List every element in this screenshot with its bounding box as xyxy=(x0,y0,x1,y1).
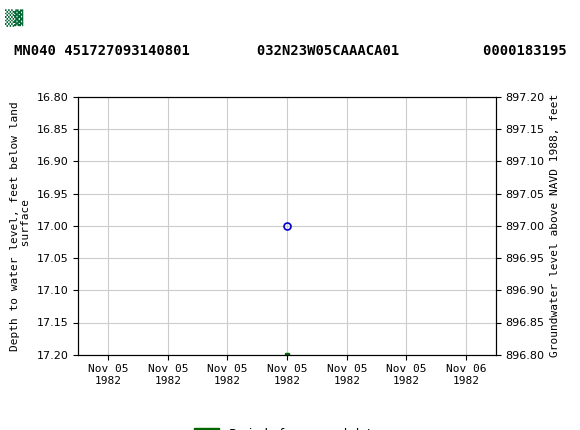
Text: USGS: USGS xyxy=(44,9,99,27)
Y-axis label: Depth to water level, feet below land
 surface: Depth to water level, feet below land su… xyxy=(9,101,31,350)
Text: MN040 451727093140801        032N23W05CAAACA01          0000183195: MN040 451727093140801 032N23W05CAAACA01 … xyxy=(13,44,567,58)
Bar xyxy=(5,4,37,31)
Y-axis label: Groundwater level above NAVD 1988, feet: Groundwater level above NAVD 1988, feet xyxy=(550,94,560,357)
Legend: Period of approved data: Period of approved data xyxy=(189,423,385,430)
Text: ▒▓: ▒▓ xyxy=(5,9,23,27)
